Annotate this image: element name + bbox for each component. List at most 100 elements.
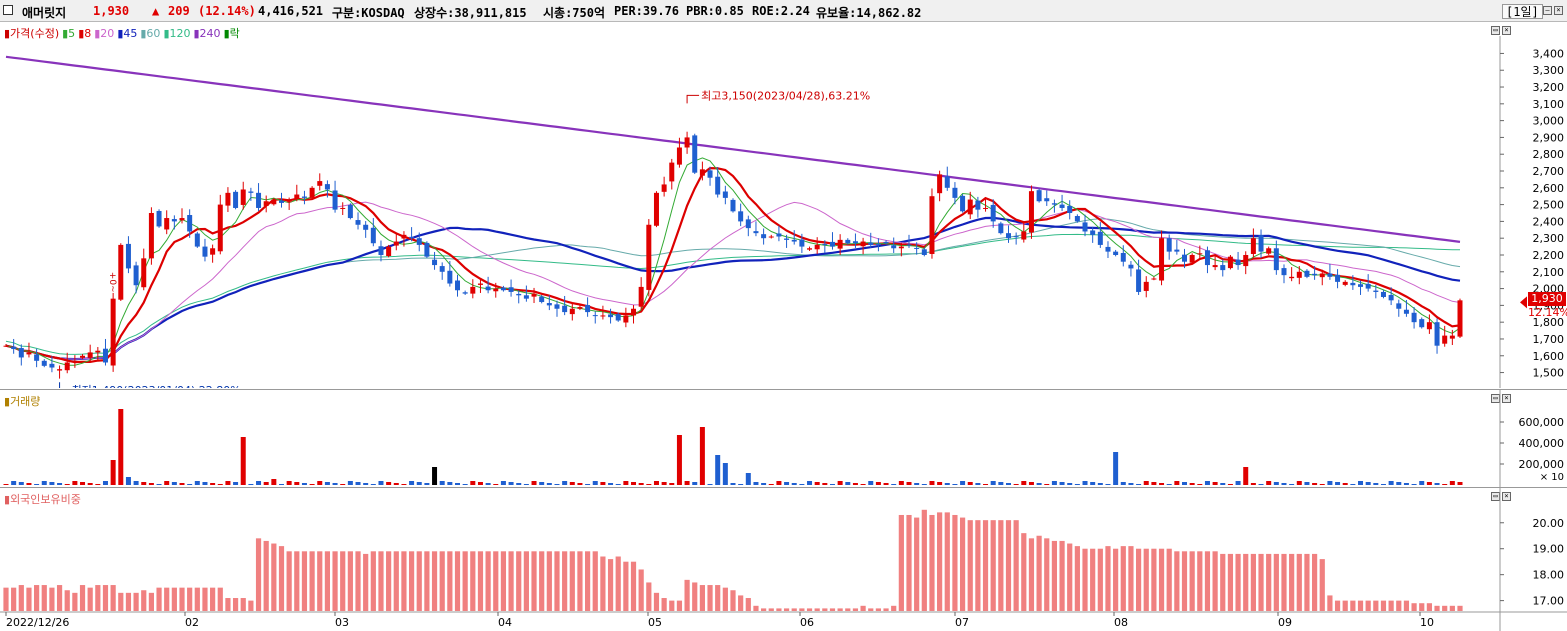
foreign-bar [179,587,185,611]
legend-item[interactable]: ▮5 [62,27,76,40]
candle-body [722,191,728,198]
foreign-bar [462,551,468,611]
foreign-bar [707,585,713,611]
volume-bar [1159,483,1165,485]
foreign-bar [1403,600,1410,611]
x-tick-label: 03 [335,616,349,629]
foreign-bar [554,551,560,611]
close-icon[interactable]: × [1554,6,1563,15]
candle-body [1059,204,1065,208]
foreign-bar [630,561,637,611]
foreign-bar [355,551,361,611]
minimize-icon[interactable]: – [1543,6,1552,15]
candle-body [210,248,216,255]
price-pane: ▮가격(수정) ▮5 ▮8 ▮20 ▮45 ▮60 ▮120 ▮240 ▮락 ▭ × 1,500… [0,22,1567,388]
reserve-ratio: 유보율:14,862.82 [816,6,922,20]
legend-item[interactable]: ▮120 [163,27,191,40]
legend-item[interactable]: ▮가격(수정) [4,27,60,40]
candle-body [837,239,843,249]
volume-bar [914,483,920,485]
volume-bar [102,481,108,485]
volume-bar [975,483,981,485]
volume-bar [600,482,606,485]
period-selector[interactable]: [1일] [1502,4,1543,19]
foreign-bar [761,608,767,611]
volume-bar [1327,481,1333,485]
foreign-bar [493,551,499,611]
volume-bar [386,482,392,485]
x-tick-label: 08 [1114,616,1128,629]
x-tick-label: 09 [1278,616,1292,629]
foreign-bar [883,608,889,611]
foreign-bar [1204,551,1211,611]
foreign-bar [171,587,177,611]
foreign-bar [485,551,491,611]
volume-bar [401,484,407,485]
foreign-bar [1327,595,1333,611]
pane-close-icon[interactable]: × [1502,26,1511,35]
candle-body [1258,235,1264,252]
legend-item[interactable]: ▮8 [78,27,92,40]
candle-body [852,241,858,244]
foreign-bar [1373,600,1379,611]
candle-body [1166,238,1172,252]
candle-body [18,348,24,358]
legend-item[interactable]: ▮20 [94,27,115,40]
foreign-bar [783,608,790,611]
volume-bar [1212,482,1218,485]
candle-body [1296,271,1302,278]
volume-bar [1350,484,1356,485]
volume-bar [455,483,461,485]
legend-item[interactable]: ▮240 [193,27,221,40]
legend-item[interactable]: ▮45 [117,27,138,40]
candle-body [477,283,483,285]
foreign-bar [110,585,116,611]
candle-body [1159,238,1165,281]
volume-bar [80,482,86,485]
foreign-bar [1113,548,1119,611]
foreign-bar [424,551,430,611]
foreign-bar [546,551,552,611]
foreign-bar [1097,548,1103,611]
candle-body [791,239,797,242]
foreign-bar [676,600,683,611]
foreign-bar [845,608,851,611]
pbr-value: PBR:0.85 [686,4,744,18]
volume-bar [1457,482,1463,485]
volume-bar [148,483,154,485]
market-cap: 시총:750억 [543,6,606,20]
volume-bar [3,484,9,485]
candle-body [1097,231,1103,245]
volume-pane: ▮거래량 ▭ × 200,000 400,000 600,000 × 10 [0,389,1567,487]
volume-bar [64,484,70,485]
foreign-bar [18,585,24,611]
foreign-bar [623,561,629,611]
pane-close-icon[interactable]: × [1502,492,1511,501]
volume-bar [983,484,989,485]
volume-bar [608,483,614,485]
volume-chart[interactable]: 200,000 400,000 600,000 × 10 [0,390,1567,487]
candle-body [240,189,246,205]
candle-body [592,315,598,317]
price-chart[interactable]: 1,5001,6001,7001,8001,9002,0002,1002,200… [0,22,1567,388]
foreign-bar [1013,520,1019,611]
candle-body [860,241,866,247]
foreign-bar [79,585,86,611]
candle-body [676,147,682,165]
foreign-bar [730,590,736,611]
legend-item[interactable]: ▮락 [223,27,240,40]
candle-body [286,201,292,203]
pane-close-icon[interactable]: × [1502,394,1511,403]
pane-minimize-icon[interactable]: ▭ [1491,26,1500,35]
volume-bar [661,482,667,485]
legend-item[interactable]: ▮60 [140,27,161,40]
volume-bar [439,481,445,485]
volume-bar [562,481,568,485]
candle-body [1051,203,1057,205]
checkbox[interactable] [3,5,13,15]
foreign-bar [347,551,353,611]
stock-name[interactable]: 애머릿지 [22,6,67,20]
foreign-ratio-chart[interactable]: 17.00 18.00 19.00 20.00 2022/12/26 02 03 04 05 06… [0,488,1567,631]
foreign-bar [324,551,331,611]
foreign-bar [477,551,484,611]
